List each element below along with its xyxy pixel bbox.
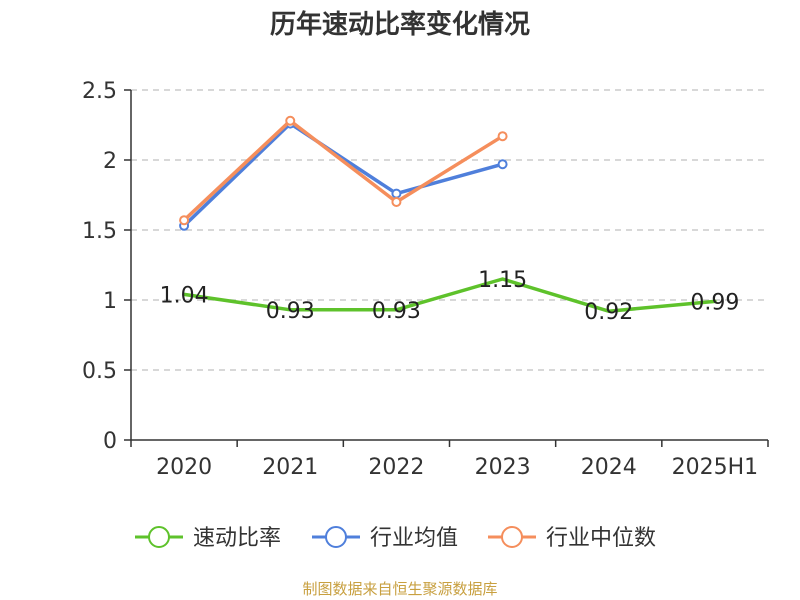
legend-label: 行业中位数 xyxy=(546,526,656,551)
series-line xyxy=(182,277,717,313)
data-label: 1.15 xyxy=(478,268,527,293)
data-point xyxy=(285,115,296,126)
data-label: 0.92 xyxy=(584,300,633,325)
x-tick-label: 2024 xyxy=(581,455,637,480)
legend-marker-icon xyxy=(148,526,170,548)
x-tick-label: 2023 xyxy=(475,455,531,480)
legend-item[interactable]: 行业均值 xyxy=(312,526,458,551)
axes: 0 0.5 1 1.5 2 2.5 2020 2021 2022 2023 2024 2025H1 xyxy=(82,79,769,480)
y-tick-label: 2.5 xyxy=(82,79,117,104)
legend-label: 速动比率 xyxy=(193,526,281,551)
data-label: 0.93 xyxy=(266,299,315,324)
data-point xyxy=(391,197,402,207)
data-label: 0.93 xyxy=(372,299,421,324)
legend-marker-icon xyxy=(501,526,523,548)
x-tick-label: 2022 xyxy=(368,455,424,480)
x-tick-label: 2021 xyxy=(262,455,318,480)
data-point xyxy=(497,159,508,170)
legend[interactable]: 速动比率 行业均值 行业中位数 xyxy=(135,526,656,551)
y-tick-label: 1.5 xyxy=(82,219,117,244)
x-tick-label: 2025H1 xyxy=(672,455,759,480)
chart-title: 历年速动比率变化情况 xyxy=(269,10,530,40)
legend-marker-icon xyxy=(325,526,347,548)
legend-label: 行业均值 xyxy=(370,526,458,551)
legend-item[interactable]: 速动比率 xyxy=(135,526,281,551)
series-lines xyxy=(179,115,717,313)
data-label: 1.04 xyxy=(160,283,209,308)
y-tick-label: 0 xyxy=(103,429,117,454)
data-label: 0.99 xyxy=(690,290,739,315)
data-point xyxy=(179,215,190,226)
series-line xyxy=(182,119,505,222)
y-tick-label: 2 xyxy=(103,149,117,174)
data-point xyxy=(497,131,508,142)
x-tick-label: 2020 xyxy=(156,455,212,480)
data-labels: 1.04 0.93 0.93 1.15 0.92 0.99 xyxy=(160,268,740,325)
series-line xyxy=(182,121,505,228)
legend-item[interactable]: 行业中位数 xyxy=(488,526,656,551)
data-point xyxy=(391,188,402,199)
y-tick-label: 1 xyxy=(103,289,117,314)
gridlines xyxy=(131,89,768,371)
y-tick-label: 0.5 xyxy=(82,359,117,384)
source-note: 制图数据来自恒生聚源数据库 xyxy=(302,580,498,598)
